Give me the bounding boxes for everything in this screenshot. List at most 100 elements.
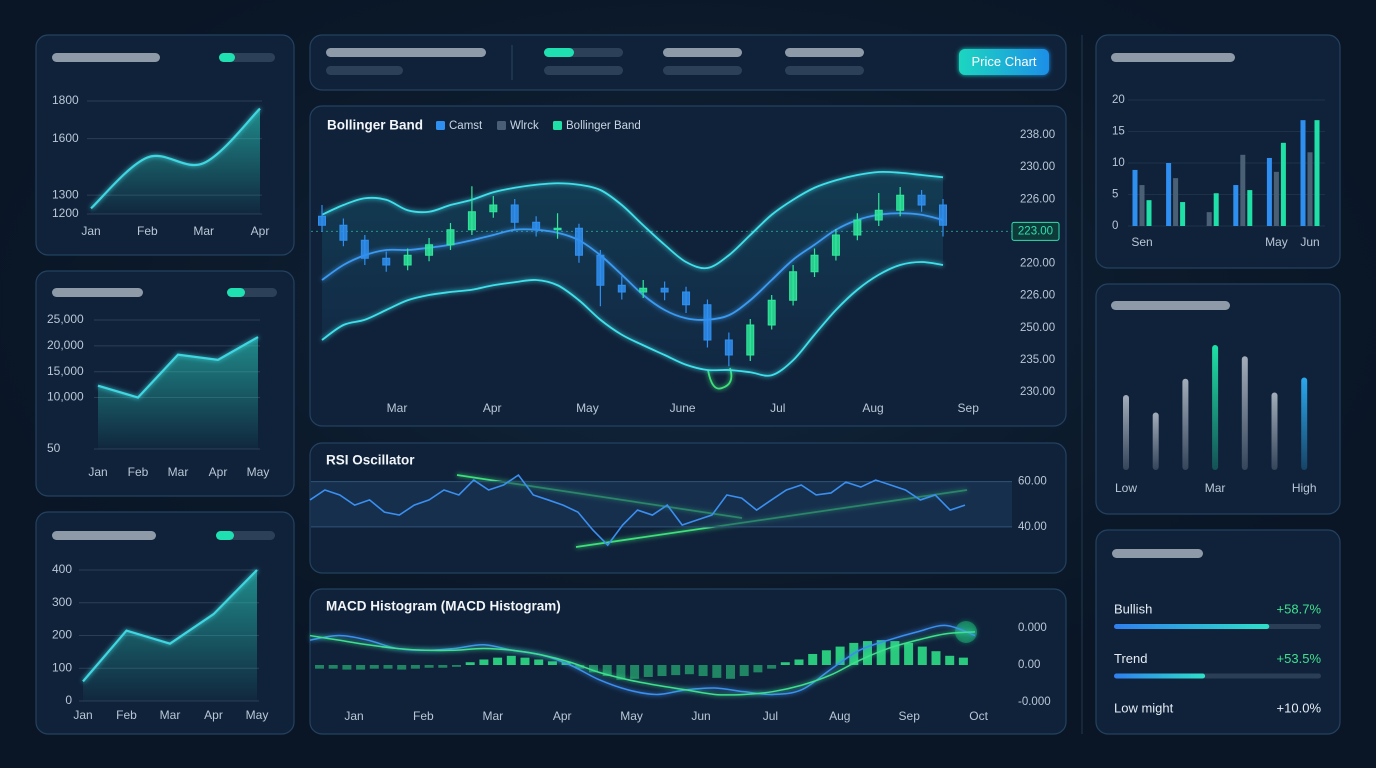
x-tick-label: Feb xyxy=(116,708,137,722)
placeholder xyxy=(326,66,403,75)
histogram-bar xyxy=(356,665,366,670)
card xyxy=(1095,529,1341,735)
y-tick-label: 0.000 xyxy=(1018,622,1047,634)
candle-body xyxy=(767,299,776,326)
candle-body xyxy=(617,284,626,293)
candle-body xyxy=(553,227,562,231)
x-tick-label: Apr xyxy=(251,224,270,238)
x-tick-label: Jun xyxy=(1300,235,1319,249)
y-tick-label: 15,000 xyxy=(47,364,84,378)
y-tick-label: 300 xyxy=(52,595,72,609)
histogram-bar xyxy=(684,665,694,675)
histogram-bar xyxy=(465,662,475,665)
x-tick-label: May xyxy=(1265,235,1288,249)
histogram-bar xyxy=(342,665,352,670)
candle-body xyxy=(703,304,712,341)
x-tick-label: Apr xyxy=(553,709,572,723)
histogram-bar xyxy=(479,659,489,665)
placeholder xyxy=(1111,53,1235,62)
bar xyxy=(1300,120,1306,226)
placeholder xyxy=(663,66,742,75)
candle-body xyxy=(403,254,412,266)
candle-body xyxy=(810,254,819,273)
legend-swatch xyxy=(497,121,506,130)
histogram-bar xyxy=(794,659,804,665)
placeholder xyxy=(1112,549,1203,558)
x-tick-label: Mar xyxy=(387,401,408,415)
y-tick-label: 1200 xyxy=(52,206,79,220)
bar xyxy=(1271,392,1278,470)
chart-title: MACD Histogram (MACD Histogram) xyxy=(326,599,561,614)
stat-value: +10.0% xyxy=(1277,700,1322,715)
x-tick-label: Sen xyxy=(1131,235,1152,249)
bar xyxy=(1152,412,1159,470)
toggle-knob xyxy=(219,53,235,62)
band-lower xyxy=(321,261,944,377)
placeholder xyxy=(785,66,864,75)
y-tick-label: 5 xyxy=(1112,189,1118,201)
placeholder xyxy=(544,66,623,75)
histogram-bar xyxy=(657,665,667,677)
y-tick-label: 1800 xyxy=(52,93,79,107)
histogram-bar xyxy=(589,665,598,673)
histogram-bar xyxy=(958,657,968,665)
histogram-bar xyxy=(315,665,324,669)
y-tick-label: 40.00 xyxy=(1018,521,1047,533)
x-tick-label: May xyxy=(620,709,643,723)
y-tick-label: 0 xyxy=(1112,220,1118,232)
histogram-bar xyxy=(904,642,914,665)
histogram-bar xyxy=(835,646,845,665)
bar xyxy=(1247,190,1253,226)
bar xyxy=(1123,395,1129,470)
button-bg[interactable] xyxy=(959,49,1049,75)
candle-body xyxy=(746,324,755,356)
toggle-knob xyxy=(227,288,245,297)
chart-title: Bollinger Band xyxy=(327,118,423,133)
candle-body xyxy=(789,271,798,301)
x-tick-label: Jul xyxy=(770,401,785,415)
y-tick-label: 20 xyxy=(1112,94,1125,106)
stat-label: Bullish xyxy=(1114,601,1152,616)
placeholder xyxy=(52,288,143,297)
bar xyxy=(1206,212,1212,226)
histogram-bar xyxy=(575,665,585,669)
x-tick-label: Aug xyxy=(829,709,850,723)
candle-body xyxy=(574,227,583,256)
x-tick-label: May xyxy=(576,401,599,415)
histogram-bar xyxy=(876,640,886,665)
candle-body xyxy=(939,204,947,226)
band-upper xyxy=(321,170,944,270)
placeholder xyxy=(52,53,160,62)
x-tick-label: Feb xyxy=(128,465,149,479)
histogram-bar xyxy=(424,665,434,668)
y-tick-label: 1300 xyxy=(52,187,79,201)
histogram-bar xyxy=(520,657,530,665)
histogram-bar xyxy=(808,653,818,665)
y-tick-label: 235.00 xyxy=(1020,354,1055,366)
bar xyxy=(1280,142,1286,226)
highlight-arc xyxy=(707,367,733,390)
histogram-bar xyxy=(547,661,557,665)
bar xyxy=(1146,200,1152,226)
progress-bar xyxy=(1114,624,1270,629)
y-tick-label: 15 xyxy=(1112,126,1125,138)
x-tick-label: Mar xyxy=(160,708,181,722)
toolbar xyxy=(309,34,1067,91)
bar xyxy=(1182,378,1189,470)
card xyxy=(1095,34,1341,269)
candle-body xyxy=(467,211,476,231)
button-label[interactable]: Price Chart xyxy=(971,54,1036,69)
y-tick-label: 226.00 xyxy=(1020,290,1055,302)
candle-body xyxy=(853,219,862,236)
progress-bar xyxy=(1114,673,1206,679)
x-tick-label: Jan xyxy=(81,224,100,238)
candle-body xyxy=(917,194,926,206)
area xyxy=(83,570,257,701)
x-tick-label: Low xyxy=(1115,481,1137,495)
y-tick-label: 400 xyxy=(52,562,72,576)
candle-body xyxy=(489,204,498,213)
y-tick-label: 250.00 xyxy=(1020,322,1055,334)
price-chart-button[interactable]: Price Chart xyxy=(959,49,1049,75)
x-tick-label: Jan xyxy=(344,709,363,723)
price-label: 223.00 xyxy=(1018,225,1053,237)
